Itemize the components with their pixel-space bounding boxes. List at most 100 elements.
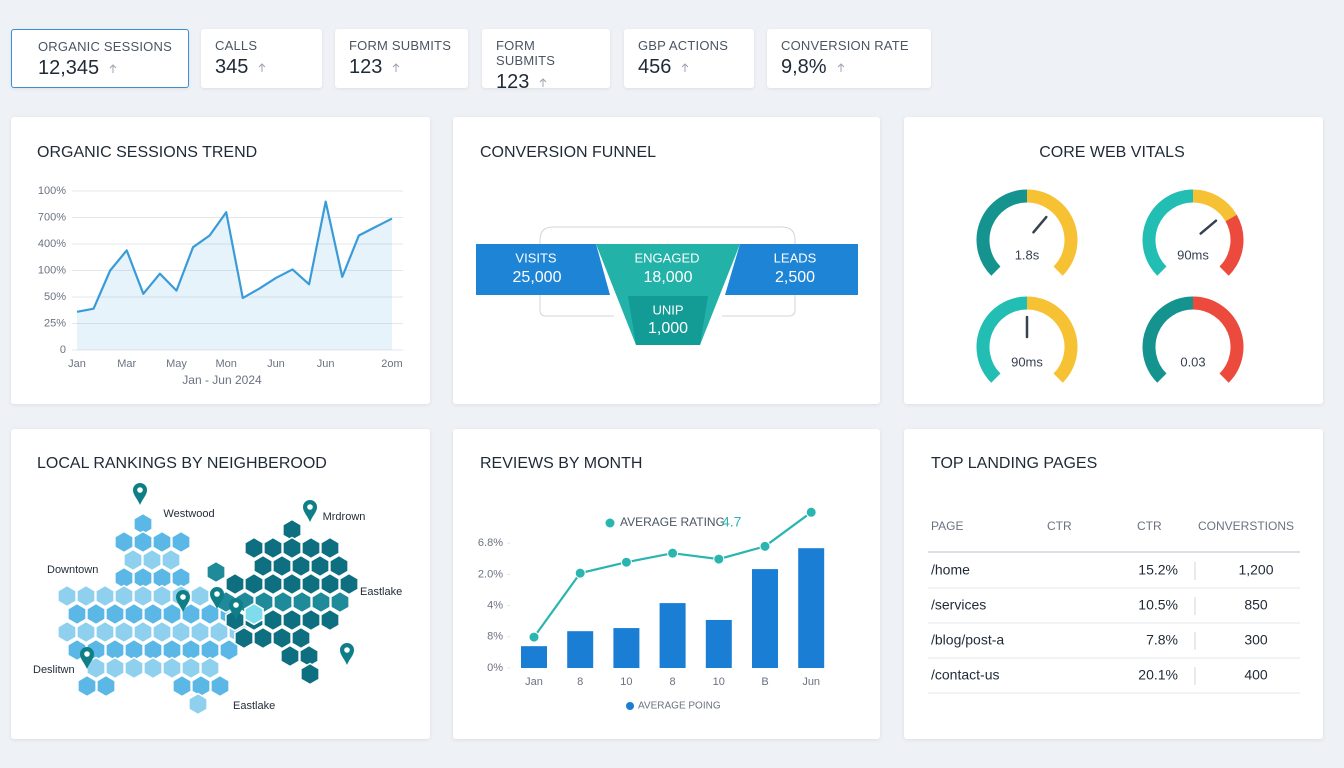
map-pin (229, 598, 243, 620)
kpi-card[interactable]: GBP ACTIONS 456 (624, 29, 754, 88)
table-cell: /services (931, 597, 986, 613)
hex-cell (244, 536, 264, 560)
hex-cell (188, 692, 208, 716)
hex-cell (300, 662, 320, 686)
line-point (713, 553, 725, 565)
table-cell: 20.1% (1138, 667, 1178, 683)
x-tick-label: 2om (381, 358, 402, 370)
funnel-stage (725, 244, 858, 295)
hex-cell (320, 608, 340, 632)
gauge-arc (1142, 189, 1194, 276)
up-arrow (540, 77, 547, 87)
hex-cell (311, 590, 331, 614)
kpi-value: 456 (638, 56, 672, 78)
hex-cell (77, 674, 97, 698)
hex-cell (190, 584, 210, 608)
hex-cell (210, 674, 230, 698)
hex-cell (105, 602, 125, 626)
trend-card: ORGANIC SESSIONS TREND Jan - Jun 2024 0 2… (11, 117, 430, 404)
card-title: REVIEWS BY MONTH (480, 455, 642, 472)
gauge-arc (976, 296, 1028, 383)
x-tick-label: Jun (267, 358, 285, 370)
x-tick-label: 10 (713, 676, 725, 688)
table-cell: 850 (1244, 597, 1268, 613)
bar (798, 548, 825, 668)
bar (705, 619, 732, 668)
hex-cell (171, 530, 191, 554)
hex-cell (181, 602, 201, 626)
line-point (805, 506, 817, 518)
x-axis-label: Jan - Jun 2024 (182, 373, 262, 387)
hex-cell (282, 518, 302, 542)
y-tick-label: 400% (38, 238, 66, 250)
kpi-card[interactable]: CONVERSION RATE 9,8% (767, 29, 931, 88)
hex-cell (320, 572, 340, 596)
hex-cell (162, 656, 182, 680)
kpi-card[interactable]: CALLS 345 (201, 29, 322, 88)
card-title: TOP LANDING PAGES (931, 455, 1097, 472)
gauge-arc (1026, 189, 1078, 276)
funnel: CONVERSION FUNNEL VISITS 25,000 ENGAGED … (476, 144, 858, 345)
y-tick-label: 25% (44, 317, 66, 329)
line-point (759, 540, 771, 552)
hex-cell (299, 644, 319, 668)
kpi-card[interactable]: ORGANIC SESSIONS 12,345 (11, 29, 189, 88)
hex-cell (206, 560, 226, 584)
table-header: CONVERSTIONS (1198, 519, 1294, 533)
bar (613, 628, 640, 668)
gauge-arc (1192, 189, 1237, 222)
up-arrow (259, 62, 266, 72)
table-cell: 15.2% (1138, 562, 1178, 578)
stage-label: UNIP (652, 302, 683, 317)
kpi-card[interactable]: FORM SUBMITS 123 (335, 29, 468, 88)
hex-cell (143, 602, 163, 626)
legend-marker (626, 702, 634, 710)
table-cell: 10.5% (1138, 597, 1178, 613)
up-arrow (109, 63, 117, 73)
kpi-value: 345 (215, 56, 249, 78)
reviews-chart: REVIEWS BY MONTH AVERAGE RATING 4.7 AVER… (478, 455, 825, 712)
table-header: CTR (1137, 519, 1162, 533)
hex-cell (190, 620, 210, 644)
x-tick-label: Mon (216, 358, 237, 370)
hex-cell (114, 584, 134, 608)
legend-label: AVERAGE RATING (620, 515, 725, 529)
map-pin (176, 590, 190, 612)
hex-cell (200, 602, 220, 626)
hex-cell (301, 536, 321, 560)
hex-cell (320, 536, 340, 560)
stage-value: 18,000 (644, 269, 693, 286)
landing-table: TOP LANDING PAGES PAGE CTR CTR CONVERSTIONS… (928, 455, 1300, 694)
hex-cell (282, 572, 302, 596)
hex-cell (76, 584, 96, 608)
y-tick-label: 4% (487, 600, 503, 612)
hex-cell (209, 620, 229, 644)
hex-cell (263, 572, 283, 596)
hex-cell (114, 566, 134, 590)
map-pin (80, 647, 94, 669)
hex-cell (133, 620, 153, 644)
hex-cell (86, 602, 106, 626)
hex-cell (123, 548, 143, 572)
table-cell: 300 (1244, 632, 1268, 648)
hex-cell (244, 572, 264, 596)
x-tick-label: Mar (117, 358, 136, 370)
hex-cell (96, 674, 116, 698)
hex-cell (171, 620, 191, 644)
gauges: CORE WEB VITALS 1.8s 90ms 90ms 0.03 (976, 144, 1244, 383)
line-point (528, 631, 540, 643)
hex-cell (95, 620, 115, 644)
hex-cell (133, 512, 153, 536)
stage-label: LEADS (774, 250, 817, 265)
gauge-arc (1142, 296, 1194, 383)
stage-value: 2,500 (775, 269, 815, 286)
y-tick-label: 0 (60, 344, 66, 356)
hex-cell (330, 590, 350, 614)
kpi-card[interactable]: FORM SUBMITS 123 (482, 29, 610, 93)
line-point (667, 547, 679, 559)
funnel-connector (539, 226, 796, 317)
hex-cell (171, 566, 191, 590)
card-title: ORGANIC SESSIONS TREND (37, 144, 257, 161)
hex-cell (133, 566, 153, 590)
card-title: CONVERSION FUNNEL (480, 144, 656, 161)
